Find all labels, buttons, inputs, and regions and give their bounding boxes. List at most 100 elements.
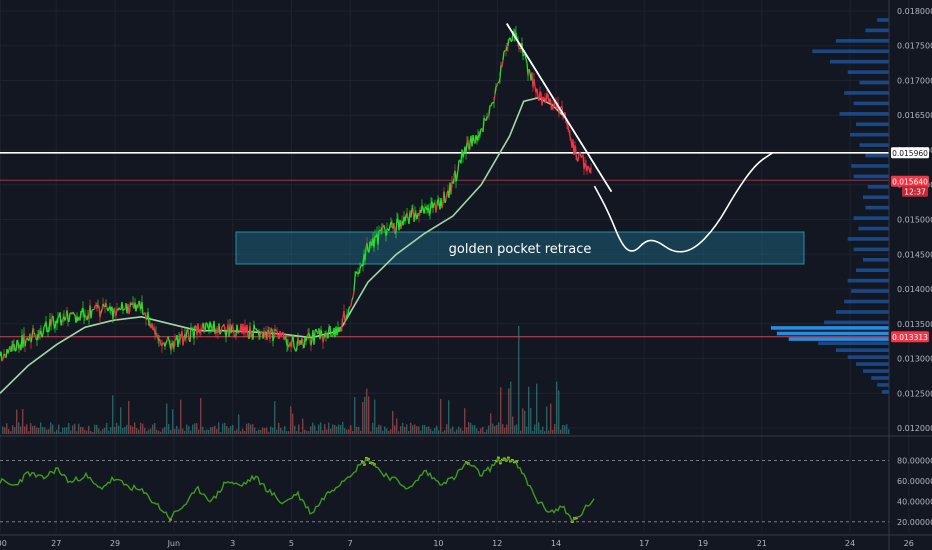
volume-bar xyxy=(478,430,480,434)
price-segment xyxy=(322,337,325,343)
volume-bar xyxy=(552,429,554,434)
price-segment xyxy=(141,301,144,315)
price-segment xyxy=(107,307,110,312)
volume-bar xyxy=(398,431,400,434)
price-segment xyxy=(112,308,115,319)
oscillator-line xyxy=(0,456,595,524)
price-segment xyxy=(91,308,94,311)
volume-bar xyxy=(2,426,4,434)
volume-bar xyxy=(184,430,186,434)
price-segment xyxy=(225,330,228,337)
volume-bar xyxy=(102,428,104,434)
volume-bar xyxy=(6,423,8,434)
price-segment xyxy=(142,313,145,316)
volume-bar xyxy=(426,426,428,434)
price-segment xyxy=(366,243,369,252)
volume-profile-bar xyxy=(776,331,889,336)
volume-bar xyxy=(60,431,62,434)
price-segment xyxy=(1,358,4,362)
price-segment xyxy=(182,337,185,346)
volume-bar xyxy=(334,424,336,434)
price-badge-white: 0.015960 xyxy=(892,149,928,158)
volume-bar xyxy=(378,424,380,434)
volume-profile-bar xyxy=(877,383,889,387)
volume-bar xyxy=(468,422,470,434)
volume-bar xyxy=(528,386,530,434)
price-segment xyxy=(518,47,521,50)
volume-bar xyxy=(134,422,136,434)
volume-profile-bar xyxy=(830,59,889,64)
volume-bar xyxy=(44,427,46,434)
volume-bar xyxy=(192,424,194,434)
price-segment xyxy=(580,156,583,158)
price-segment xyxy=(567,126,570,131)
price-segment xyxy=(42,326,45,335)
price-segment xyxy=(60,319,63,326)
price-segment xyxy=(347,307,350,317)
volume-bar xyxy=(350,425,352,434)
volume-bar xyxy=(18,422,20,434)
golden-pocket-zone[interactable]: golden pocket retrace xyxy=(235,231,805,265)
projected-path[interactable] xyxy=(593,151,774,253)
price-segment xyxy=(493,93,496,102)
volume-bar xyxy=(220,431,222,434)
volume-bar xyxy=(476,428,478,434)
volume-profile-bar xyxy=(855,362,889,366)
volume-bar xyxy=(328,422,330,434)
price-segment xyxy=(238,331,241,334)
price-segment xyxy=(57,316,60,319)
price-segment xyxy=(472,134,475,142)
resistance-trendline[interactable] xyxy=(505,22,613,193)
volume-bar xyxy=(56,429,58,434)
volume-profile-bar xyxy=(818,341,889,346)
volume-bar xyxy=(154,422,156,434)
volume-bar xyxy=(240,431,242,434)
volume-bar xyxy=(396,418,398,434)
volume-bar xyxy=(212,427,214,434)
price-segment xyxy=(100,309,103,314)
volume-bar xyxy=(310,426,312,434)
volume-bar xyxy=(194,423,196,434)
volume-bar xyxy=(344,428,346,434)
volume-bar xyxy=(178,429,180,434)
drawings[interactable] xyxy=(505,22,774,253)
volume-bar xyxy=(358,426,360,434)
volume-bar xyxy=(390,429,392,434)
volume-bar xyxy=(364,396,366,434)
golden-pocket-box[interactable] xyxy=(235,231,805,265)
volume-bar xyxy=(374,399,376,434)
volume-bar xyxy=(530,408,532,434)
volume-profile-bar xyxy=(835,348,889,352)
price-segment xyxy=(253,324,256,330)
volume-bar xyxy=(532,430,534,434)
volume-bar xyxy=(28,431,30,434)
volume-bar xyxy=(216,428,218,434)
volume-bar xyxy=(206,429,208,434)
price-segment xyxy=(185,329,188,339)
price-segment xyxy=(34,334,37,340)
volume-profile-bar xyxy=(851,164,889,168)
time-tick-label: 17 xyxy=(639,539,649,548)
volume-bar xyxy=(460,428,462,434)
volume-bar xyxy=(420,430,422,434)
volume-bar xyxy=(434,427,436,434)
price-segment xyxy=(7,349,10,354)
volume-bar xyxy=(88,425,90,434)
time-tick-label: 24 xyxy=(845,539,855,548)
price-segment xyxy=(368,241,371,253)
volume-bar xyxy=(512,416,514,434)
time-tick-label: 29 xyxy=(110,539,120,548)
price-levels[interactable] xyxy=(0,151,889,338)
volume-bar xyxy=(288,431,290,434)
time-tick-label: :00 xyxy=(0,539,7,548)
volume-profile-bar xyxy=(853,247,889,252)
price-segment xyxy=(276,330,279,337)
price-segment xyxy=(501,60,504,68)
volume-bar xyxy=(488,425,490,434)
volume-profile-bar xyxy=(853,174,889,179)
price-segment xyxy=(270,327,273,330)
volume-profile-bar xyxy=(871,376,889,380)
volume-bar xyxy=(326,429,328,434)
price-segment xyxy=(587,165,590,169)
